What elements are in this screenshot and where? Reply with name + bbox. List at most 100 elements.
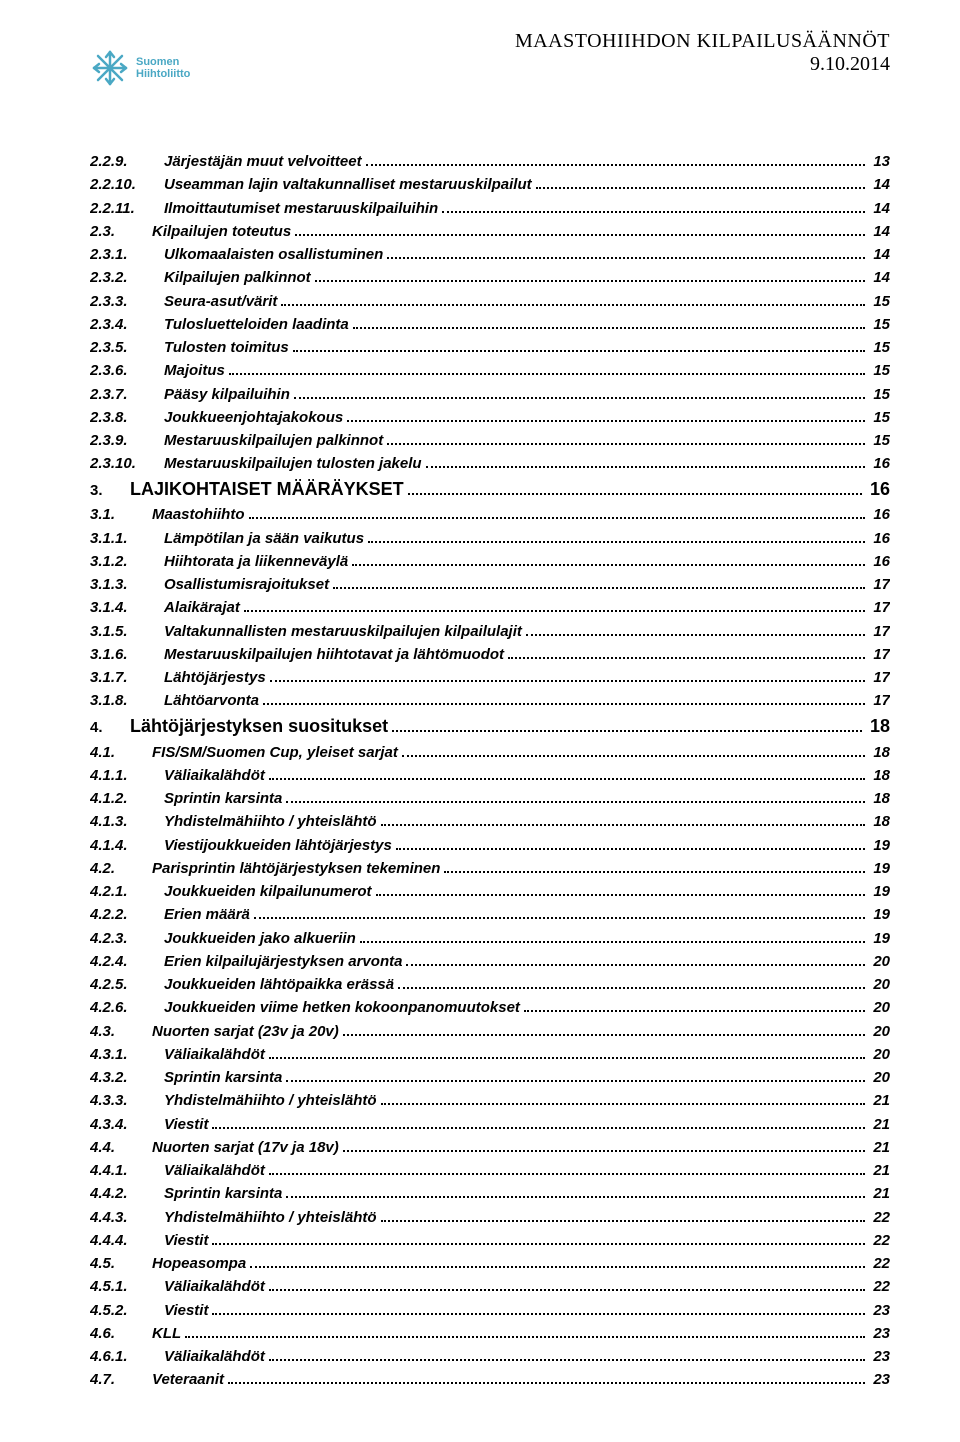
- toc-label: Väliaikalähdöt: [164, 1345, 265, 1368]
- toc-label: Mestaruuskilpailujen hiihtotavat ja läht…: [164, 643, 504, 666]
- toc-number: 4.2.1.: [90, 880, 164, 903]
- toc-label: Sprintin karsinta: [164, 787, 282, 810]
- toc-leader-dots: [295, 224, 865, 236]
- toc-leader-dots: [352, 554, 865, 566]
- toc-entry: 4.7.Veteraanit23: [90, 1368, 890, 1391]
- toc-number: 4.2.: [90, 857, 152, 880]
- toc-leader-dots: [269, 768, 865, 780]
- toc-number: 3.1.7.: [90, 666, 164, 689]
- toc-number: 4.7.: [90, 1368, 152, 1391]
- toc-number: 2.2.9.: [90, 150, 164, 173]
- toc-leader-dots: [315, 270, 866, 282]
- toc-entry: 2.3.10.Mestaruuskilpailujen tulosten jak…: [90, 452, 890, 475]
- toc-number: 2.3.10.: [90, 452, 164, 475]
- toc-entry: 4.3.4.Viestit21: [90, 1113, 890, 1136]
- toc-number: 2.3.4.: [90, 313, 164, 336]
- toc-label: Ilmoittautumiset mestaruuskilpailuihin: [164, 197, 438, 220]
- toc-number: 4.5.1.: [90, 1275, 164, 1298]
- toc-number: 4.1.: [90, 741, 152, 764]
- toc-entry: 2.3.Kilpailujen toteutus14: [90, 220, 890, 243]
- toc-number: 4.2.2.: [90, 903, 164, 926]
- toc-label: Erien määrä: [164, 903, 250, 926]
- toc-label: Viestit: [164, 1113, 208, 1136]
- toc-entry: 4.4.2.Sprintin karsinta21: [90, 1182, 890, 1205]
- snowflake-icon: [90, 48, 130, 88]
- toc-leader-dots: [368, 531, 865, 543]
- toc-label: Tulosluetteloiden laadinta: [164, 313, 349, 336]
- toc-page: 20: [869, 996, 890, 1019]
- toc-number: 4.3.3.: [90, 1089, 164, 1112]
- toc-leader-dots: [269, 1279, 865, 1291]
- toc-page: 16: [869, 550, 890, 573]
- toc-number: 4.1.4.: [90, 834, 164, 857]
- toc-label: Yhdistelmähiihto / yhteislähtö: [164, 1206, 377, 1229]
- toc-leader-dots: [269, 1047, 865, 1059]
- toc-number: 3.1.2.: [90, 550, 164, 573]
- toc-leader-dots: [212, 1233, 865, 1245]
- toc-number: 4.2.4.: [90, 950, 164, 973]
- toc-number: 3.1.1.: [90, 527, 164, 550]
- toc-entry: 3.1.Maastohiihto16: [90, 503, 890, 526]
- toc-entry: 4.3.3.Yhdistelmähiihto / yhteislähtö21: [90, 1089, 890, 1112]
- toc-entry: 4.2.1.Joukkueiden kilpailunumerot19: [90, 880, 890, 903]
- toc-leader-dots: [387, 433, 865, 445]
- toc-number: 3.1.6.: [90, 643, 164, 666]
- toc-entry: 3.LAJIKOHTAISET MÄÄRÄYKSET16: [90, 476, 890, 504]
- toc-leader-dots: [185, 1326, 865, 1338]
- toc-page: 18: [869, 787, 890, 810]
- toc-number: 2.3.9.: [90, 429, 164, 452]
- toc-label: Väliaikalähdöt: [164, 1043, 265, 1066]
- toc-leader-dots: [508, 647, 865, 659]
- toc-entry: 2.3.5.Tulosten toimitus15: [90, 336, 890, 359]
- toc-leader-dots: [343, 1024, 866, 1036]
- toc-entry: 4.2.6.Joukkueiden viime hetken kokoonpan…: [90, 996, 890, 1019]
- toc-leader-dots: [286, 1070, 865, 1082]
- toc-page: 14: [869, 220, 890, 243]
- toc-number: 4.4.3.: [90, 1206, 164, 1229]
- table-of-contents: 2.2.9.Järjestäjän muut velvoitteet132.2.…: [90, 150, 890, 1392]
- toc-label: Lähtöjärjestys: [164, 666, 266, 689]
- toc-page: 22: [869, 1252, 890, 1275]
- toc-label: Sprintin karsinta: [164, 1182, 282, 1205]
- toc-entry: 3.1.1.Lämpötilan ja sään vaikutus16: [90, 527, 890, 550]
- toc-leader-dots: [244, 600, 865, 612]
- toc-page: 15: [869, 359, 890, 382]
- toc-number: 4.: [90, 716, 130, 739]
- header-date: 9.10.2014: [515, 53, 890, 76]
- toc-page: 20: [869, 950, 890, 973]
- toc-number: 4.3.2.: [90, 1066, 164, 1089]
- toc-label: Järjestäjän muut velvoitteet: [164, 150, 362, 173]
- toc-label: Alaikärajat: [164, 596, 240, 619]
- toc-label: Parisprintin lähtöjärjestyksen tekeminen: [152, 857, 440, 880]
- toc-leader-dots: [376, 884, 866, 896]
- toc-leader-dots: [381, 814, 866, 826]
- toc-leader-dots: [286, 1186, 865, 1198]
- toc-number: 4.4.4.: [90, 1229, 164, 1252]
- toc-page: 16: [869, 503, 890, 526]
- toc-label: Joukkueiden jako alkueriin: [164, 927, 356, 950]
- toc-leader-dots: [212, 1117, 865, 1129]
- toc-number: 3.: [90, 479, 130, 502]
- toc-leader-dots: [333, 577, 865, 589]
- toc-leader-dots: [536, 177, 866, 189]
- toc-label: Mestaruuskilpailujen palkinnot: [164, 429, 383, 452]
- toc-page: 16: [869, 452, 890, 475]
- toc-leader-dots: [254, 907, 865, 919]
- toc-leader-dots: [360, 931, 866, 943]
- toc-page: 23: [869, 1299, 890, 1322]
- toc-label: Joukkueiden lähtöpaikka erässä: [164, 973, 394, 996]
- toc-label: Yhdistelmähiihto / yhteislähtö: [164, 810, 377, 833]
- toc-leader-dots: [524, 1000, 865, 1012]
- toc-label: Hopeasompa: [152, 1252, 246, 1275]
- toc-number: 4.2.6.: [90, 996, 164, 1019]
- toc-leader-dots: [263, 693, 865, 705]
- toc-page: 18: [866, 713, 890, 741]
- toc-entry: 4.2.Parisprintin lähtöjärjestyksen tekem…: [90, 857, 890, 880]
- toc-label: Pääsy kilpailuihin: [164, 383, 290, 406]
- toc-page: 21: [869, 1089, 890, 1112]
- toc-entry: 3.1.2.Hiihtorata ja liikenneväylä16: [90, 550, 890, 573]
- toc-label: Osallistumisrajoitukset: [164, 573, 329, 596]
- toc-number: 3.1.3.: [90, 573, 164, 596]
- toc-leader-dots: [212, 1303, 865, 1315]
- toc-page: 21: [869, 1136, 890, 1159]
